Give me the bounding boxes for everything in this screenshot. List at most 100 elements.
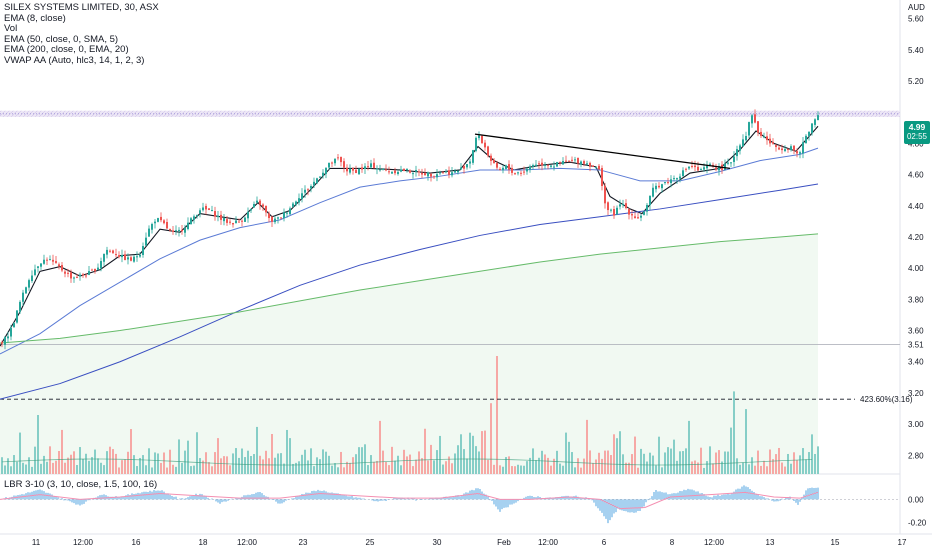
candle-body bbox=[229, 221, 231, 223]
volume-bar bbox=[13, 455, 15, 474]
volume-bar bbox=[757, 450, 759, 474]
candle-body bbox=[265, 205, 267, 213]
candle-body bbox=[223, 218, 225, 222]
volume-bar bbox=[133, 455, 135, 474]
volume-bar bbox=[163, 452, 165, 474]
legend-symbol[interactable]: SILEX SYSTEMS LIMITED, 30, ASX bbox=[4, 2, 159, 13]
legend-ema50[interactable]: EMA (50, close, 0, SMA, 5) bbox=[4, 33, 119, 45]
candle-body bbox=[172, 230, 174, 232]
volume-bar bbox=[517, 464, 519, 474]
volume-bar bbox=[118, 467, 120, 474]
candle-body bbox=[700, 169, 702, 171]
volume-bar bbox=[748, 464, 750, 474]
candle-body bbox=[775, 145, 777, 148]
volume-bar bbox=[169, 449, 171, 474]
volume-bar bbox=[226, 456, 228, 474]
volume-bar bbox=[553, 458, 555, 474]
volume-bar bbox=[490, 403, 492, 474]
candle-body bbox=[211, 210, 213, 212]
candle-body bbox=[640, 215, 642, 218]
volume-bar bbox=[595, 459, 597, 474]
candle-body bbox=[805, 135, 807, 144]
volume-bar bbox=[415, 459, 417, 474]
volume-bar bbox=[535, 460, 537, 474]
volume-bar bbox=[469, 432, 471, 474]
candle-body bbox=[583, 161, 585, 164]
trendline bbox=[474, 133, 731, 170]
candle-body bbox=[586, 163, 588, 165]
volume-bar bbox=[208, 462, 210, 474]
volume-bar bbox=[37, 415, 39, 474]
candle-body bbox=[373, 162, 375, 169]
candle-body bbox=[424, 173, 426, 176]
candle-body bbox=[733, 156, 735, 162]
volume-bar bbox=[814, 453, 816, 474]
candle-body bbox=[157, 218, 159, 222]
legend-ema200[interactable]: EMA (200, close, 0, EMA, 20) bbox=[4, 44, 129, 56]
volume-bar bbox=[694, 460, 696, 474]
volume-bar bbox=[697, 462, 699, 474]
osc-tick-label: 0.00 bbox=[908, 495, 924, 504]
candle-body bbox=[154, 221, 156, 224]
time-tick-label: 8 bbox=[670, 538, 675, 547]
candle-body bbox=[415, 169, 417, 172]
volume-bar bbox=[682, 451, 684, 474]
volume-bar bbox=[40, 463, 42, 474]
legend-volume[interactable]: Vol bbox=[4, 23, 18, 35]
candle-body bbox=[535, 164, 537, 167]
candle-body bbox=[379, 169, 381, 171]
candle-body bbox=[76, 276, 78, 278]
candle-body bbox=[235, 220, 237, 224]
candle-body bbox=[259, 200, 261, 205]
volume-bar bbox=[514, 466, 516, 474]
candle-body bbox=[625, 203, 627, 209]
volume-bar bbox=[397, 455, 399, 474]
candle-body bbox=[121, 254, 123, 258]
volume-bar bbox=[373, 461, 375, 474]
volume-bar bbox=[805, 459, 807, 474]
price-tick-label: 3.80 bbox=[908, 295, 924, 304]
oscillator-label[interactable]: LBR 3-10 (3, 10, close, 1.5, 100, 16) bbox=[4, 479, 158, 490]
candle-body bbox=[445, 171, 447, 173]
volume-bar bbox=[19, 432, 21, 474]
candle-body bbox=[385, 169, 387, 171]
volume-bar bbox=[172, 464, 174, 474]
candle-body bbox=[28, 280, 30, 288]
candle-body bbox=[778, 147, 780, 150]
candle-body bbox=[496, 163, 498, 168]
candle-body bbox=[802, 142, 804, 154]
volume-bar bbox=[55, 460, 57, 474]
candle-body bbox=[202, 207, 204, 211]
volume-bar bbox=[361, 447, 363, 474]
volume-bar bbox=[217, 438, 219, 474]
legend-vwap[interactable]: VWAP AA (Auto, hlc3, 14, 1, 2, 3) bbox=[4, 54, 145, 66]
volume-bar bbox=[283, 463, 285, 474]
candle-body bbox=[25, 287, 27, 294]
candle-body bbox=[772, 141, 774, 144]
volume-bar bbox=[412, 466, 414, 474]
candle-body bbox=[799, 152, 801, 154]
candle-body bbox=[766, 136, 768, 141]
legend-ema8[interactable]: EMA (8, close) bbox=[4, 12, 66, 24]
candle-body bbox=[427, 172, 429, 177]
candle-body bbox=[538, 163, 540, 165]
candle-body bbox=[148, 228, 150, 237]
volume-bar bbox=[541, 450, 543, 474]
volume-bar bbox=[58, 450, 60, 474]
candle-body bbox=[313, 181, 315, 186]
volume-bar bbox=[337, 467, 339, 474]
volume-bar bbox=[289, 438, 291, 474]
volume-bar bbox=[619, 431, 621, 474]
candle-body bbox=[331, 162, 333, 164]
candle-body bbox=[502, 167, 504, 171]
volume-bar bbox=[532, 448, 534, 474]
volume-bar bbox=[121, 460, 123, 474]
candle-body bbox=[388, 171, 390, 173]
candle-body bbox=[187, 222, 189, 230]
volume-bar bbox=[745, 409, 747, 474]
volume-bar bbox=[70, 454, 72, 474]
volume-bar bbox=[406, 456, 408, 474]
volume-bar bbox=[454, 453, 456, 474]
price-tick-label: 3.00 bbox=[908, 420, 924, 429]
